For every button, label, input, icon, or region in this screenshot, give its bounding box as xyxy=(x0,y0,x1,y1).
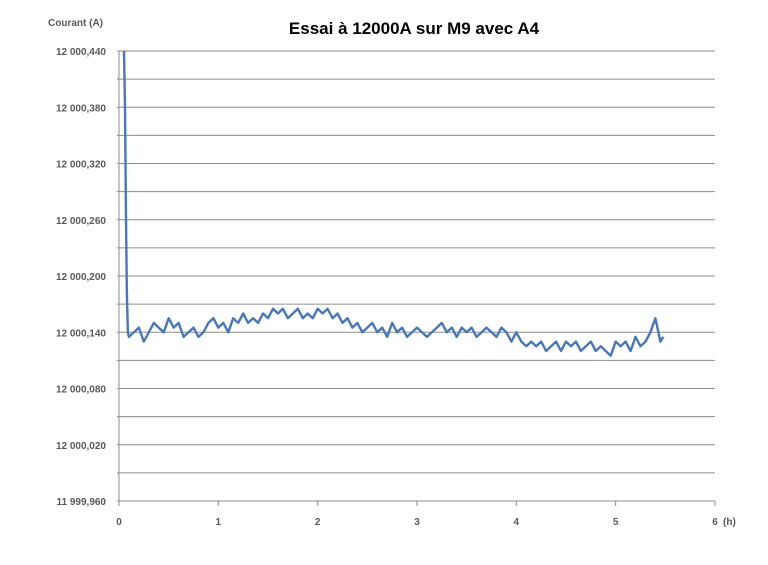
y-axis-label: Courant (A) xyxy=(48,18,103,29)
x-tick-label: 2 xyxy=(315,517,321,528)
x-tick-label: 0 xyxy=(116,517,122,528)
y-tick-label: 12 000,080 xyxy=(56,385,106,396)
x-tick-label: 1 xyxy=(216,517,222,528)
y-tick-label: 12 000,020 xyxy=(56,441,106,452)
x-tick-label: 5 xyxy=(613,517,619,528)
y-tick-label: 11 999,960 xyxy=(57,497,107,508)
x-tick-label: 3 xyxy=(414,517,420,528)
y-tick-label: 12 000,260 xyxy=(56,216,106,227)
series-line xyxy=(122,50,665,357)
x-tick-labels: 0 1 2 3 4 5 6 (h) xyxy=(116,517,736,528)
x-unit-label: (h) xyxy=(723,517,736,528)
y-tick-label: 12 000,380 xyxy=(56,103,106,114)
y-tick-label: 12 000,320 xyxy=(56,160,106,171)
y-tick-label: 12 000,140 xyxy=(56,328,106,339)
series-layer xyxy=(122,50,665,357)
chart-title: Essai à 12000A sur M9 avec A4 xyxy=(289,19,540,38)
y-tick-labels: 11 999,960 12 000,020 12 000,080 12 000,140… xyxy=(56,47,106,508)
axes xyxy=(117,51,716,506)
x-tick-label: 6 xyxy=(712,517,718,528)
gridlines xyxy=(117,50,715,474)
x-tick-label: 4 xyxy=(514,517,520,528)
y-tick-label: 12 000,440 xyxy=(56,47,106,58)
y-tick-label: 12 000,200 xyxy=(56,272,106,283)
